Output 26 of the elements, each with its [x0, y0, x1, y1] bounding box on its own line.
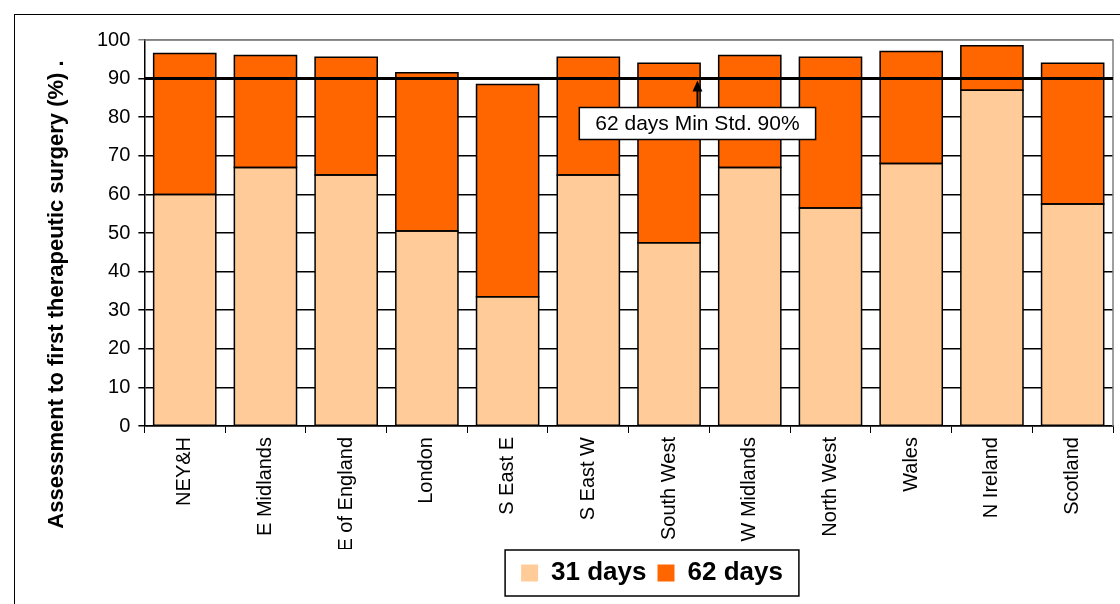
y-axis-title: Assessment to first therapeutic surgery (%) . — [43, 60, 69, 529]
x-tick-label: S East E — [495, 437, 518, 515]
ref-line-label: 62 days Min Std. 90% — [595, 111, 800, 135]
y-tick-label: 30 — [108, 297, 131, 320]
y-tick-label: 70 — [108, 143, 131, 166]
y-tick-label: 0 — [119, 413, 131, 436]
x-tick-label: W Midlands — [737, 437, 760, 542]
x-tick-label: E Midlands — [252, 437, 275, 536]
legend-label: 31 days — [551, 556, 647, 587]
x-tick-label: NEY&H — [172, 437, 195, 506]
y-tick-label: 80 — [108, 104, 131, 127]
x-tick-label: N Ireland — [979, 437, 1002, 519]
x-tick-label: South West — [656, 436, 679, 541]
y-tick-label: 90 — [108, 66, 131, 89]
x-tick-label: Wales — [898, 437, 921, 492]
y-tick-label: 10 — [108, 374, 131, 397]
y-tick-label: 60 — [108, 181, 131, 204]
legend-label: 62 days — [687, 556, 783, 587]
y-tick-label: 50 — [108, 220, 131, 243]
x-tick-label: Scotland — [1060, 437, 1083, 515]
y-tick-label: 20 — [108, 336, 131, 359]
y-tick-label: 100 — [96, 27, 131, 50]
y-tick-label: 40 — [108, 259, 131, 282]
x-tick-label: London — [414, 437, 437, 504]
x-tick-label: North West — [818, 436, 840, 537]
x-tick-label: S East W — [575, 436, 598, 521]
